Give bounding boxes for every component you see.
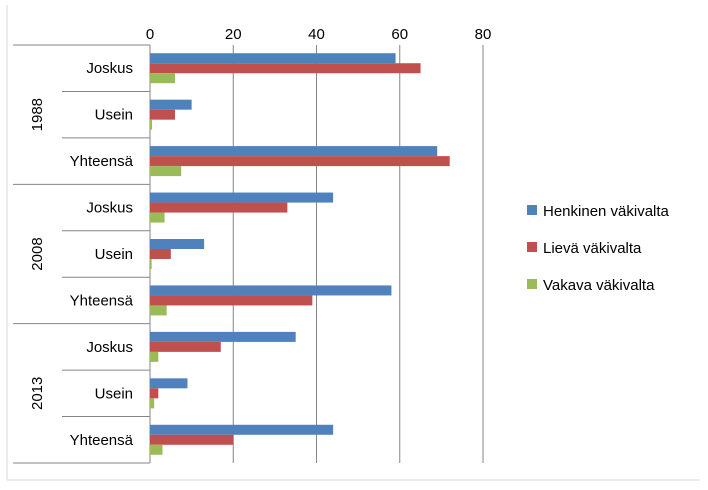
group-label: 1988 [29, 98, 46, 131]
category-label: Joskus [86, 200, 133, 217]
category-label: Yhteensä [70, 292, 134, 309]
x-tick-label: 20 [225, 26, 242, 43]
category-label: Usein [95, 385, 133, 402]
bar [150, 212, 165, 223]
bar [150, 331, 296, 342]
bar [150, 166, 182, 177]
legend-label: Henkinen väkivalta [543, 203, 670, 220]
category-label: Usein [95, 246, 133, 263]
x-tick-label: 0 [146, 26, 154, 43]
legend-swatch [527, 242, 537, 252]
bar [150, 295, 313, 306]
bar [150, 146, 438, 157]
bar [150, 378, 188, 389]
bar [150, 73, 175, 84]
bar [150, 249, 171, 259]
bar [150, 53, 396, 64]
group-label: 2013 [29, 377, 46, 410]
bar [150, 239, 205, 249]
bar [150, 434, 234, 445]
x-tick-label: 40 [308, 26, 325, 43]
category-label: Usein [95, 107, 133, 124]
x-tick-label: 80 [475, 26, 492, 43]
bar [150, 285, 392, 296]
bar [150, 202, 288, 213]
group-label: 2008 [29, 237, 46, 270]
bar [150, 341, 221, 352]
bar [150, 156, 450, 167]
bar [150, 305, 167, 316]
bar [150, 192, 334, 203]
bar [150, 388, 159, 399]
bar [150, 424, 334, 435]
legend-label: Vakava väkivalta [543, 277, 655, 294]
category-label: Yhteensä [70, 153, 134, 170]
category-label: Yhteensä [70, 432, 134, 449]
bar [150, 119, 153, 130]
bar [150, 444, 163, 455]
legend-label: Lievä väkivalta [543, 240, 642, 257]
category-label: Joskus [86, 60, 133, 77]
bar [150, 99, 192, 110]
bar [150, 398, 155, 409]
x-tick-label: 60 [391, 26, 408, 43]
bar [150, 63, 421, 74]
bar [150, 351, 159, 362]
legend-swatch [527, 205, 537, 215]
category-label: Joskus [86, 339, 133, 356]
legend-swatch [527, 279, 537, 289]
bar [150, 109, 175, 120]
bar [150, 259, 152, 269]
